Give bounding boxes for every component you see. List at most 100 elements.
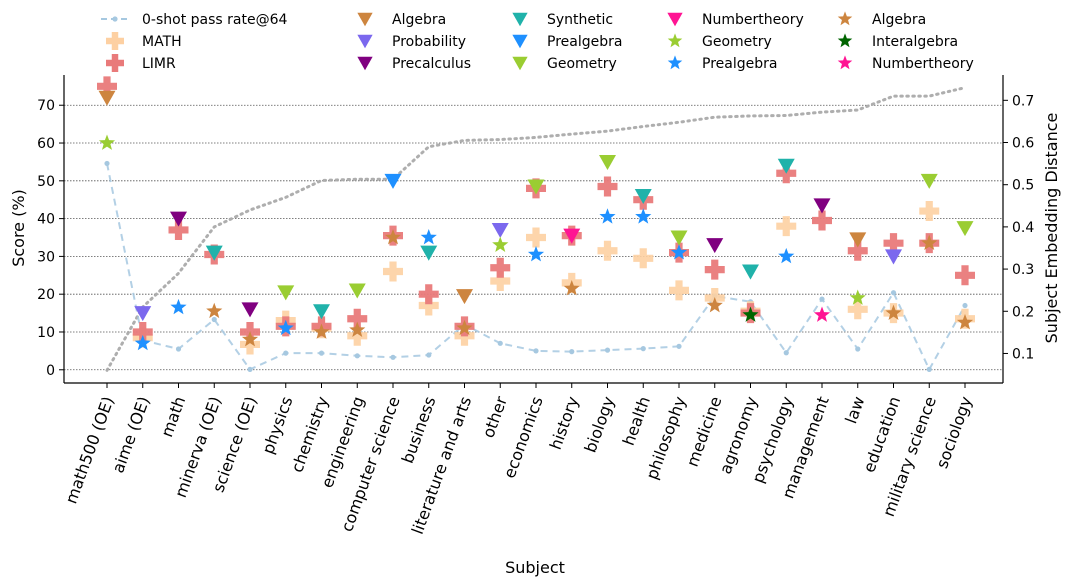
prealgebra-star-marker xyxy=(277,319,294,336)
algebra-star-marker xyxy=(706,297,723,313)
synthetic-triangle-down-marker xyxy=(634,188,652,205)
limr-plus-marker xyxy=(955,265,975,286)
geometry-star-marker xyxy=(492,236,509,252)
x-tick-label: biology xyxy=(580,394,618,455)
math-plus-marker xyxy=(240,334,260,355)
synthetic-triangle-down-marker xyxy=(742,264,759,280)
legend-label: Prealgebra xyxy=(547,34,622,50)
y-left-tick-label: 20 xyxy=(37,287,55,303)
legend-label: Geometry xyxy=(702,34,772,50)
pass-rate-point xyxy=(175,346,182,352)
synthetic-triangle-down-marker xyxy=(420,245,438,261)
legend-marker xyxy=(837,11,853,26)
legend-marker xyxy=(106,32,124,50)
y-axis-left-label: Score (%) xyxy=(9,189,28,267)
math-plus-marker xyxy=(347,325,368,346)
legend-marker xyxy=(512,56,528,71)
pass-rate-point xyxy=(890,290,897,296)
y-left-tick-label: 70 xyxy=(37,98,55,114)
legend-marker xyxy=(667,12,683,27)
y-left-tick-label: 0 xyxy=(46,363,55,379)
pass-rate-point xyxy=(426,352,432,358)
legend-marker xyxy=(837,33,853,48)
limr-plus-marker xyxy=(347,308,368,329)
precalculus-triangle-down-marker xyxy=(813,198,831,214)
legend-marker xyxy=(667,55,683,70)
synthetic-triangle-down-marker xyxy=(777,158,795,174)
limr-plus-marker xyxy=(812,210,832,231)
embedding-distance-line xyxy=(105,86,967,372)
prealgebra-star-marker xyxy=(778,247,795,264)
y-right-tick-label: 0.7 xyxy=(1012,93,1034,109)
y-right-tick-label: 0.5 xyxy=(1012,178,1034,194)
numbertheory-triangle-down-marker xyxy=(563,228,581,244)
pass-rate-point xyxy=(640,346,646,352)
x-tick-label: other xyxy=(479,393,512,440)
pass-rate-point xyxy=(604,347,611,353)
math-plus-marker xyxy=(490,270,511,291)
pass-rate-point xyxy=(676,343,682,349)
algebra-star-marker xyxy=(384,229,402,245)
legend-label: Numbertheory xyxy=(702,12,804,28)
pass-rate-point xyxy=(211,316,217,323)
geometry-triangle-down-marker xyxy=(920,173,938,189)
math-plus-marker xyxy=(669,280,689,301)
algebra-triangle-down-marker xyxy=(98,90,116,106)
x-tick-label: math xyxy=(157,394,189,440)
geometry-triangle-down-marker xyxy=(599,154,616,170)
geometry-triangle-down-marker xyxy=(956,221,974,237)
legend-label: LIMR xyxy=(142,56,176,72)
legend-label: Precalculus xyxy=(392,56,471,72)
prealgebra-star-marker xyxy=(420,229,437,245)
x-axis-label: Subject xyxy=(505,558,565,577)
pass-rate-point xyxy=(926,366,932,372)
legend-label: Algebra xyxy=(392,12,446,28)
legend-marker xyxy=(512,12,528,27)
pass-rate-point xyxy=(855,346,861,352)
x-tick-label: sociology xyxy=(932,394,976,471)
limr-plus-marker xyxy=(490,257,511,278)
x-tick-label: law xyxy=(841,394,868,426)
legend-label: Prealgebra xyxy=(702,56,777,72)
pass-rate-point xyxy=(819,296,825,302)
interalgebra-star-marker xyxy=(742,306,759,322)
pass-rate-point xyxy=(247,366,253,372)
y-left-tick-label: 50 xyxy=(37,174,55,190)
algebra-star-marker xyxy=(921,234,938,251)
x-tick-label: math500 (OE) xyxy=(61,394,117,506)
precalculus-triangle-down-marker xyxy=(241,302,259,318)
math-plus-marker xyxy=(633,248,654,269)
legend-marker xyxy=(667,33,683,48)
prealgebra-star-marker xyxy=(134,334,151,351)
pass-rate-point xyxy=(962,302,968,309)
x-tick-label: business xyxy=(398,394,440,466)
algebra-star-marker xyxy=(956,314,974,330)
legend-marker xyxy=(357,34,373,49)
numbertheory-star-marker xyxy=(813,306,831,322)
probability-triangle-down-marker xyxy=(134,306,152,322)
prealgebra-star-marker xyxy=(599,208,616,224)
prealgebra-star-marker xyxy=(670,244,688,260)
legend-label: MATH xyxy=(142,34,182,50)
math-plus-marker xyxy=(919,201,940,222)
algebra-star-marker xyxy=(241,331,259,347)
legend: 0-shot pass rate@64 MATH LIMR Algebra Probab… xyxy=(101,11,974,72)
y-axis-right-label: Subject Embedding Distance xyxy=(1042,113,1061,344)
pass-rate-point xyxy=(533,348,539,354)
algebra-star-marker xyxy=(563,280,580,296)
prealgebra-star-marker xyxy=(635,208,652,224)
y-left-tick-label: 30 xyxy=(37,249,55,265)
geometry-star-marker xyxy=(849,289,866,305)
legend-marker xyxy=(512,34,528,49)
algebra-star-marker xyxy=(206,302,223,319)
pass-rate-point xyxy=(283,350,289,356)
limr-plus-marker xyxy=(168,219,189,240)
legend-label: Numbertheory xyxy=(872,56,974,72)
x-tick-label: physics xyxy=(258,394,296,457)
pass-rate-point xyxy=(569,349,575,355)
precalculus-triangle-down-marker xyxy=(706,238,724,254)
math-plus-marker xyxy=(383,261,403,282)
data-markers xyxy=(97,76,975,355)
math-plus-marker xyxy=(847,299,868,320)
y-left-tick-label: 40 xyxy=(37,212,55,228)
